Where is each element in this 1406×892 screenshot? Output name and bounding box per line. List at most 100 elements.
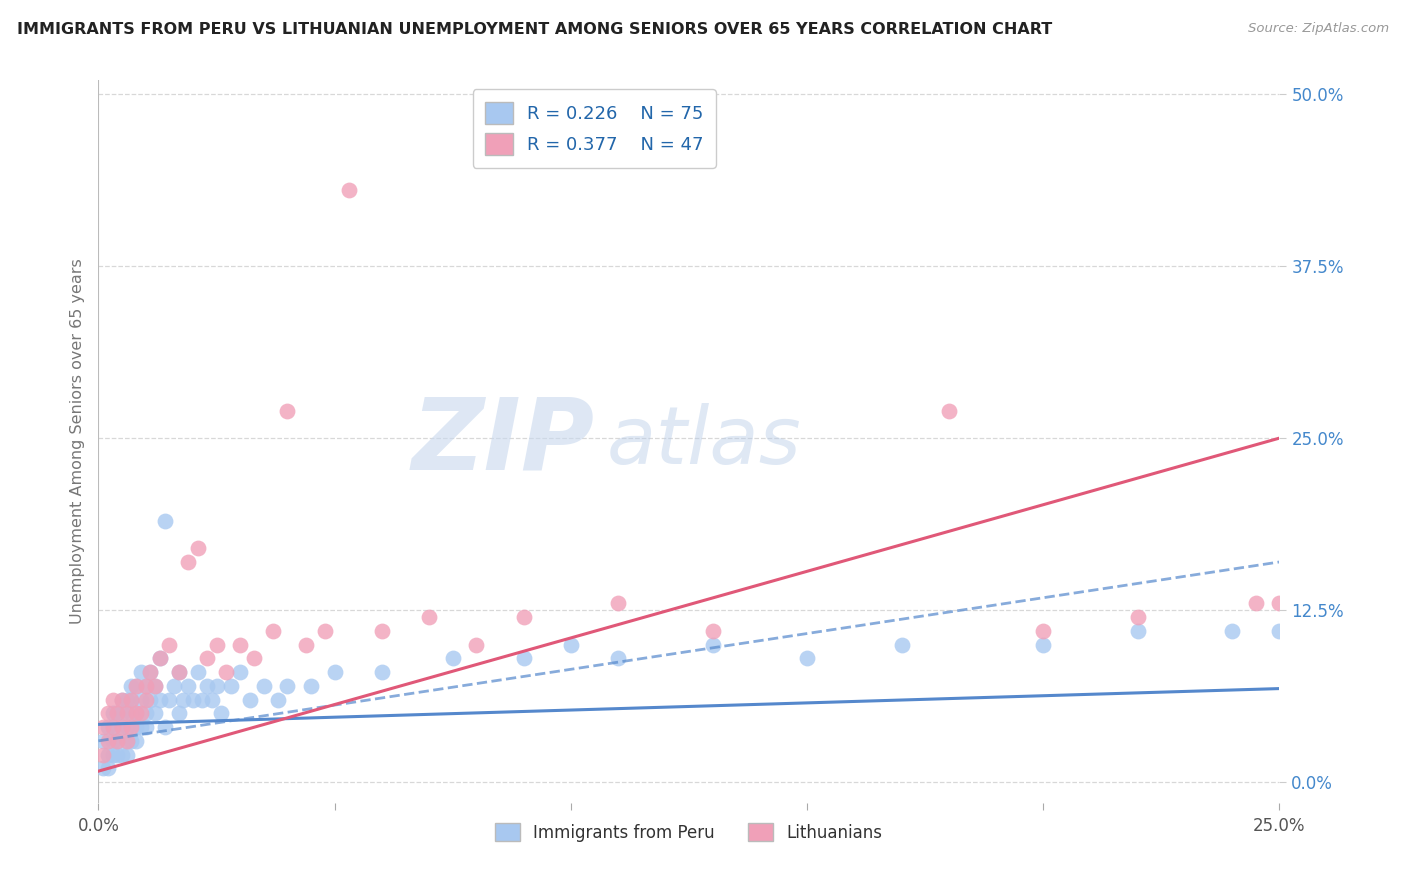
Point	[129, 665, 152, 679]
Point	[97, 720, 120, 734]
Point	[143, 679, 166, 693]
Point	[105, 747, 128, 762]
Point	[101, 692, 124, 706]
Point	[560, 638, 582, 652]
Point	[1220, 624, 1243, 638]
Point	[111, 747, 134, 762]
Point	[702, 638, 724, 652]
Point	[101, 720, 124, 734]
Point	[239, 692, 262, 706]
Point	[115, 720, 138, 734]
Point	[105, 706, 128, 721]
Point	[97, 734, 120, 748]
Point	[167, 665, 190, 679]
Point	[229, 665, 252, 679]
Point	[314, 624, 336, 638]
Point	[139, 665, 162, 679]
Point	[938, 403, 960, 417]
Point	[276, 679, 298, 693]
Point	[181, 692, 204, 706]
Point	[153, 514, 176, 528]
Point	[267, 692, 290, 706]
Point	[149, 651, 172, 665]
Point	[111, 706, 134, 721]
Point	[512, 610, 534, 624]
Point	[143, 679, 166, 693]
Point	[205, 638, 228, 652]
Point	[129, 720, 152, 734]
Point	[418, 610, 440, 624]
Point	[1126, 624, 1149, 638]
Point	[125, 734, 148, 748]
Point	[157, 692, 180, 706]
Point	[115, 692, 138, 706]
Point	[890, 638, 912, 652]
Point	[295, 638, 318, 652]
Point	[135, 720, 157, 734]
Y-axis label: Unemployment Among Seniors over 65 years: Unemployment Among Seniors over 65 years	[69, 259, 84, 624]
Point	[91, 761, 114, 775]
Point	[1032, 624, 1054, 638]
Point	[97, 706, 120, 721]
Point	[1268, 596, 1291, 610]
Point	[323, 665, 346, 679]
Point	[105, 734, 128, 748]
Point	[276, 403, 298, 417]
Point	[253, 679, 276, 693]
Point	[172, 692, 194, 706]
Point	[115, 706, 138, 721]
Point	[101, 747, 124, 762]
Point	[229, 638, 252, 652]
Point	[441, 651, 464, 665]
Point	[111, 692, 134, 706]
Point	[177, 679, 200, 693]
Point	[796, 651, 818, 665]
Point	[135, 679, 157, 693]
Point	[262, 624, 284, 638]
Point	[187, 665, 209, 679]
Point	[97, 747, 120, 762]
Point	[105, 734, 128, 748]
Point	[129, 692, 152, 706]
Point	[299, 679, 322, 693]
Text: IMMIGRANTS FROM PERU VS LITHUANIAN UNEMPLOYMENT AMONG SENIORS OVER 65 YEARS CORR: IMMIGRANTS FROM PERU VS LITHUANIAN UNEMP…	[17, 22, 1052, 37]
Point	[111, 720, 134, 734]
Point	[195, 679, 218, 693]
Point	[91, 747, 114, 762]
Point	[167, 706, 190, 721]
Point	[215, 665, 238, 679]
Point	[125, 679, 148, 693]
Text: Source: ZipAtlas.com: Source: ZipAtlas.com	[1249, 22, 1389, 36]
Point	[121, 720, 143, 734]
Point	[209, 706, 232, 721]
Point	[105, 706, 128, 721]
Point	[243, 651, 266, 665]
Point	[1244, 596, 1267, 610]
Point	[101, 706, 124, 721]
Point	[121, 706, 143, 721]
Point	[115, 734, 138, 748]
Point	[121, 692, 143, 706]
Point	[125, 679, 148, 693]
Point	[337, 183, 360, 197]
Point	[125, 706, 148, 721]
Point	[149, 651, 172, 665]
Point	[111, 720, 134, 734]
Point	[139, 665, 162, 679]
Text: ZIP: ZIP	[412, 393, 595, 490]
Legend: Immigrants from Peru, Lithuanians: Immigrants from Peru, Lithuanians	[488, 817, 890, 848]
Point	[101, 720, 124, 734]
Point	[125, 706, 148, 721]
Point	[143, 706, 166, 721]
Point	[607, 651, 630, 665]
Point	[115, 747, 138, 762]
Point	[1032, 638, 1054, 652]
Point	[135, 692, 157, 706]
Point	[115, 734, 138, 748]
Point	[157, 638, 180, 652]
Point	[135, 706, 157, 721]
Point	[191, 692, 214, 706]
Point	[195, 651, 218, 665]
Point	[465, 638, 488, 652]
Point	[149, 692, 172, 706]
